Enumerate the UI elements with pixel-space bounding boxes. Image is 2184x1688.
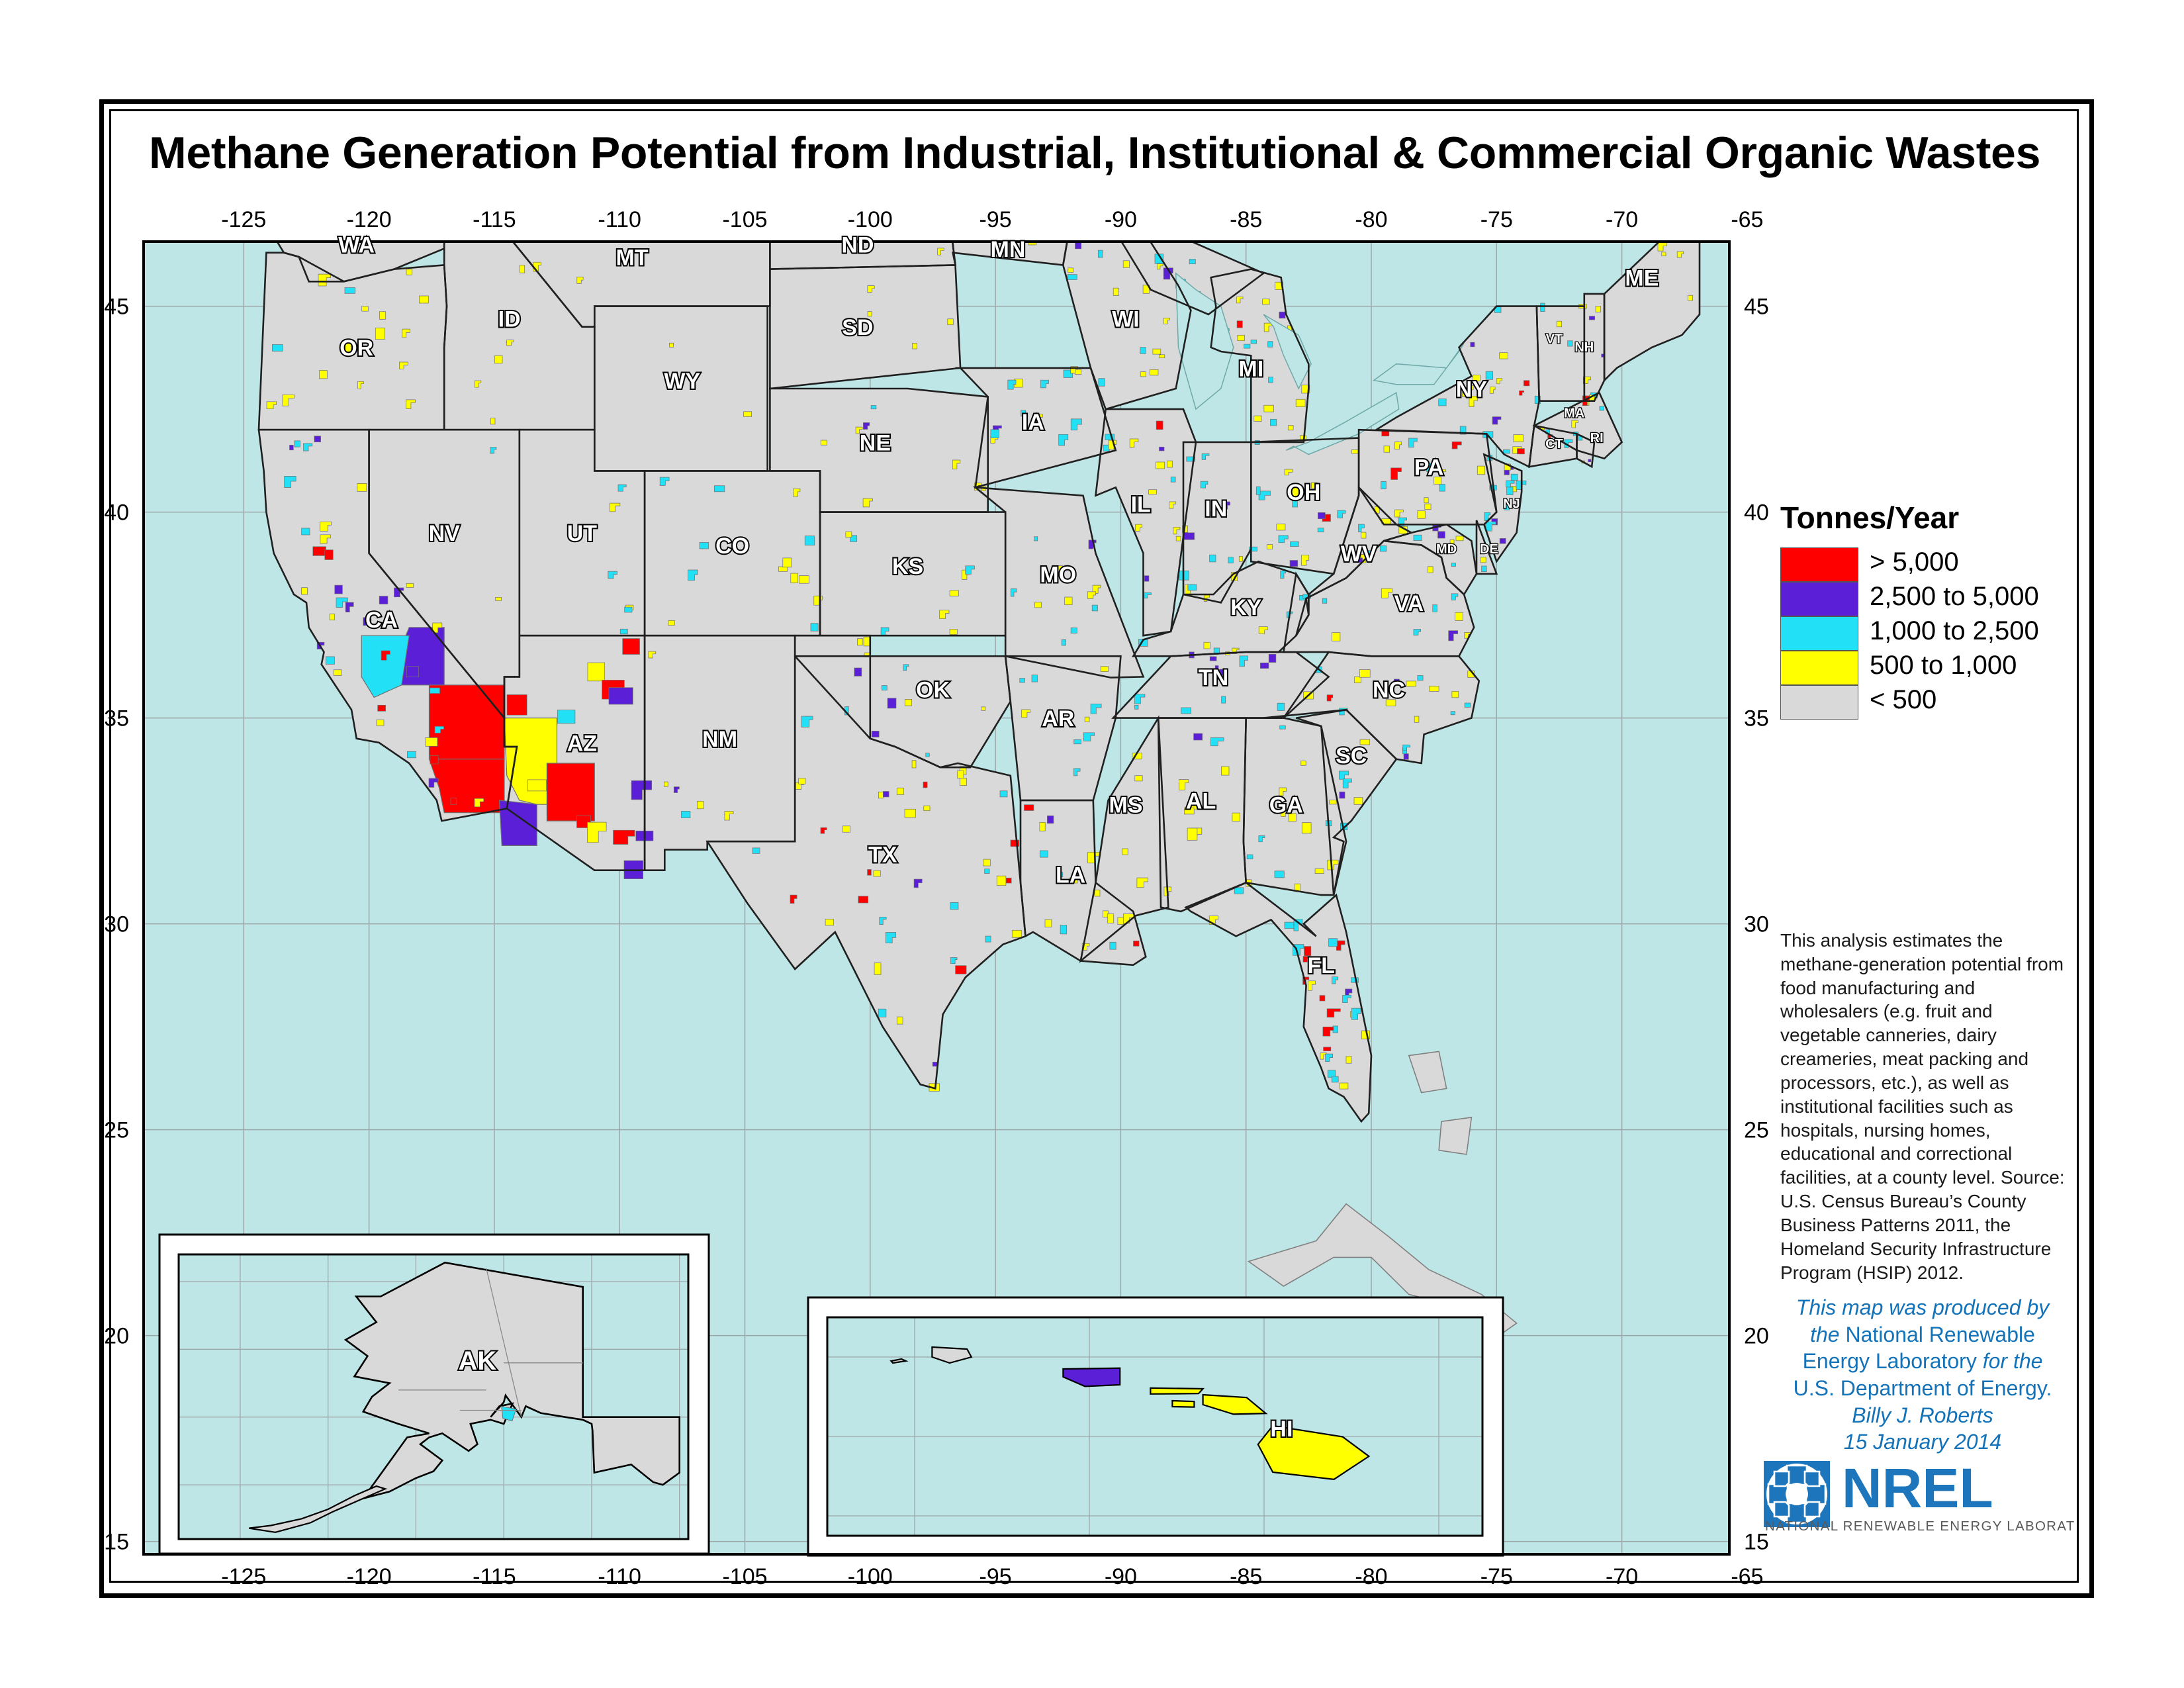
svg-text:-85: -85 xyxy=(1230,207,1262,232)
svg-text:AK: AK xyxy=(459,1346,497,1376)
svg-text:-110: -110 xyxy=(598,207,641,232)
svg-text:35: 35 xyxy=(104,706,129,731)
svg-text:-90: -90 xyxy=(1105,1564,1137,1589)
svg-text:-95: -95 xyxy=(979,207,1012,232)
svg-text:MD: MD xyxy=(1436,542,1457,557)
svg-text:MT: MT xyxy=(616,245,649,270)
svg-text:-95: -95 xyxy=(979,1564,1012,1589)
svg-text:-85: -85 xyxy=(1230,1564,1262,1589)
svg-text:SD: SD xyxy=(842,315,873,340)
svg-text:-65: -65 xyxy=(1731,1564,1763,1589)
svg-text:TX: TX xyxy=(868,842,897,867)
svg-text:OK: OK xyxy=(916,678,950,703)
svg-text:45: 45 xyxy=(104,295,129,320)
svg-text:30: 30 xyxy=(104,912,129,937)
svg-text:WV: WV xyxy=(1341,541,1377,567)
svg-text:PA: PA xyxy=(1414,455,1444,481)
svg-text:MS: MS xyxy=(1109,793,1143,818)
svg-text:WA: WA xyxy=(338,233,375,258)
svg-text:20: 20 xyxy=(104,1324,129,1349)
svg-text:OR: OR xyxy=(340,336,373,361)
svg-text:VA: VA xyxy=(1394,591,1424,616)
svg-text:-105: -105 xyxy=(722,207,767,232)
svg-text:30: 30 xyxy=(1744,912,1769,937)
svg-text:-75: -75 xyxy=(1480,1564,1513,1589)
svg-text:40: 40 xyxy=(104,500,129,526)
svg-text:-125: -125 xyxy=(221,1564,266,1589)
svg-text:-120: -120 xyxy=(347,207,392,232)
svg-text:-90: -90 xyxy=(1105,207,1137,232)
svg-text:HI: HI xyxy=(1270,1417,1293,1442)
svg-text:CA: CA xyxy=(365,608,398,633)
svg-text:IN: IN xyxy=(1205,496,1227,522)
svg-text:LA: LA xyxy=(1056,863,1085,888)
svg-text:AZ: AZ xyxy=(567,731,597,756)
svg-text:20: 20 xyxy=(1744,1324,1769,1349)
svg-text:MN: MN xyxy=(991,237,1026,262)
svg-text:NATIONAL RENEWABLE ENERGY LABO: NATIONAL RENEWABLE ENERGY LABORATORY xyxy=(1765,1519,2075,1534)
svg-text:-80: -80 xyxy=(1355,207,1387,232)
svg-text:SC: SC xyxy=(1336,743,1367,769)
svg-text:NE: NE xyxy=(860,430,891,455)
svg-text:RI: RI xyxy=(1590,431,1604,445)
svg-text:-75: -75 xyxy=(1480,207,1513,232)
svg-text:-110: -110 xyxy=(598,1564,641,1589)
svg-text:NREL: NREL xyxy=(1842,1461,1993,1519)
svg-text:TN: TN xyxy=(1199,665,1228,690)
svg-text:-105: -105 xyxy=(722,1564,767,1589)
svg-text:WI: WI xyxy=(1112,307,1140,332)
svg-text:GA: GA xyxy=(1269,793,1303,818)
svg-text:AR: AR xyxy=(1042,706,1074,731)
svg-text:15: 15 xyxy=(104,1530,129,1555)
svg-text:45: 45 xyxy=(1744,295,1769,320)
svg-text:NH: NH xyxy=(1574,340,1594,355)
svg-text:-115: -115 xyxy=(473,1564,516,1589)
svg-text:MI: MI xyxy=(1238,356,1263,381)
svg-text:-125: -125 xyxy=(221,207,266,232)
svg-text:-70: -70 xyxy=(1606,207,1638,232)
svg-text:WY: WY xyxy=(664,369,700,394)
svg-text:-65: -65 xyxy=(1731,207,1763,232)
svg-text:NM: NM xyxy=(702,727,737,752)
svg-text:NY: NY xyxy=(1456,377,1488,402)
svg-text:-115: -115 xyxy=(473,207,516,232)
svg-text:NJ: NJ xyxy=(1503,496,1520,511)
svg-text:CO: CO xyxy=(715,534,749,559)
svg-text:KS: KS xyxy=(892,554,923,579)
svg-text:MA: MA xyxy=(1564,406,1584,421)
svg-text:NV: NV xyxy=(429,521,461,546)
svg-text:DE: DE xyxy=(1480,542,1498,557)
svg-text:UT: UT xyxy=(567,521,598,546)
svg-text:OH: OH xyxy=(1287,480,1320,505)
svg-text:AL: AL xyxy=(1186,788,1216,814)
svg-text:-80: -80 xyxy=(1355,1564,1387,1589)
svg-text:-100: -100 xyxy=(848,207,893,232)
svg-text:25: 25 xyxy=(1744,1118,1769,1143)
svg-text:-70: -70 xyxy=(1606,1564,1638,1589)
svg-text:-100: -100 xyxy=(848,1564,893,1589)
svg-text:-120: -120 xyxy=(347,1564,392,1589)
svg-text:KY: KY xyxy=(1230,595,1262,620)
svg-text:ND: ND xyxy=(841,233,874,258)
svg-text:ID: ID xyxy=(498,307,521,332)
svg-text:MO: MO xyxy=(1040,562,1076,587)
svg-text:25: 25 xyxy=(104,1118,129,1143)
svg-text:35: 35 xyxy=(1744,706,1769,731)
svg-text:ME: ME xyxy=(1625,266,1659,291)
svg-text:IA: IA xyxy=(1022,410,1044,435)
svg-text:CT: CT xyxy=(1545,437,1563,451)
svg-text:VT: VT xyxy=(1546,332,1563,347)
svg-text:40: 40 xyxy=(1744,500,1769,526)
svg-text:IL: IL xyxy=(1131,492,1151,518)
svg-text:FL: FL xyxy=(1308,953,1336,978)
svg-text:NC: NC xyxy=(1373,678,1405,703)
